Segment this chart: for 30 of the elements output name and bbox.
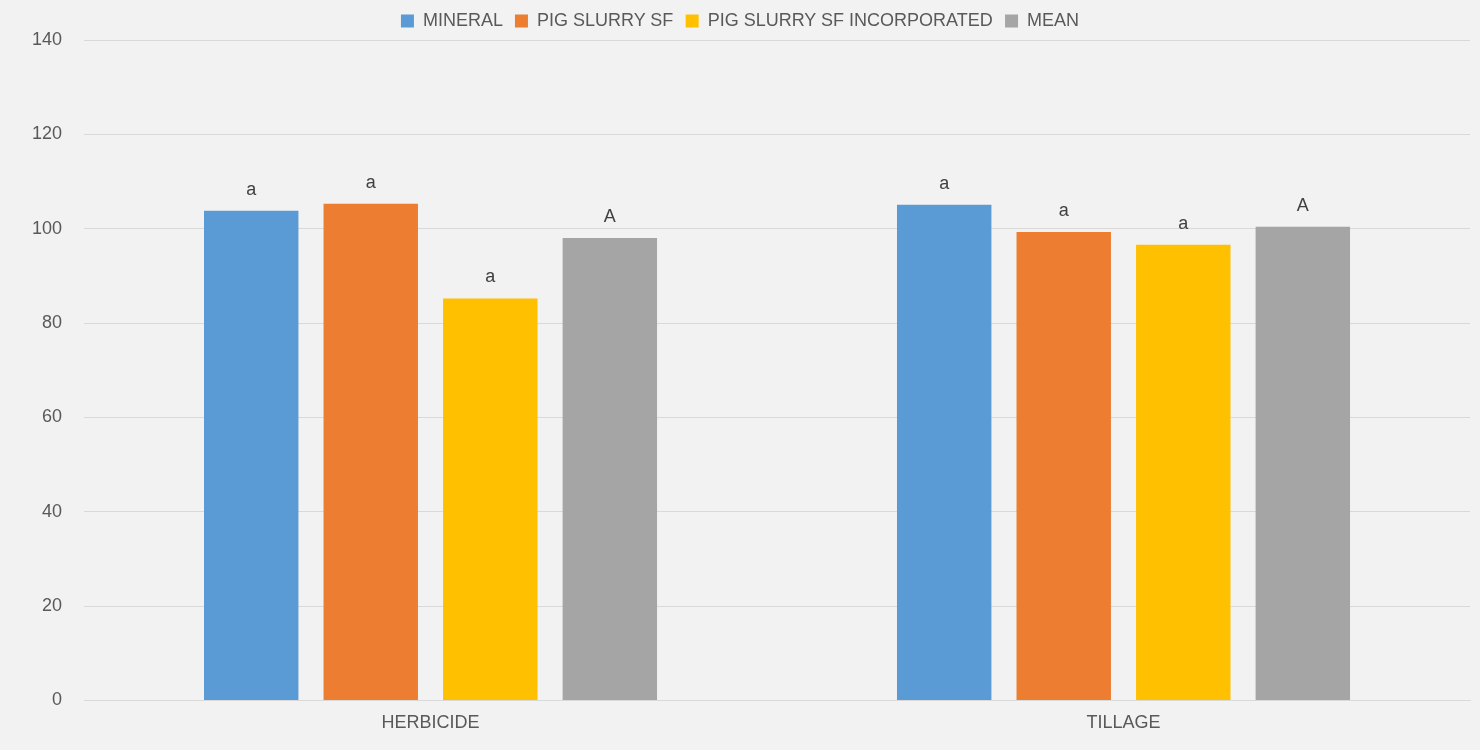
data-label: a [365,171,377,192]
bar [1016,231,1111,700]
x-tick-label: HERBICIDE [381,712,480,733]
bar [896,204,992,700]
y-tick-label: 20 [42,595,63,616]
y-tick-label: 100 [31,217,63,238]
bar [562,238,658,700]
data-label: a [246,178,258,199]
data-label: a [939,172,951,193]
y-tick-label: 80 [42,312,63,332]
data-label: a [1058,199,1070,220]
bar [204,210,299,700]
x-tick-label: TILLAGE [1086,712,1161,733]
legend-label: MINERAL [422,9,503,30]
y-tick-label: 120 [31,123,63,144]
legend-label: PIG SLURRY SF [536,9,674,30]
bar [443,298,538,700]
bar [1255,226,1351,700]
y-tick-label: 40 [42,500,63,521]
bar [1136,244,1231,700]
y-tick-label: 0 [52,689,63,710]
data-label: a [485,266,497,287]
legend-label: MEAN [1027,9,1080,30]
data-label: a [1178,212,1190,233]
bar [323,203,418,700]
y-tick-label: 140 [31,28,63,49]
data-label: A [603,206,616,227]
legend-label: PIG SLURRY SF INCORPORATED [707,9,993,30]
data-label: A [1296,194,1309,215]
y-tick-label: 60 [42,406,63,427]
